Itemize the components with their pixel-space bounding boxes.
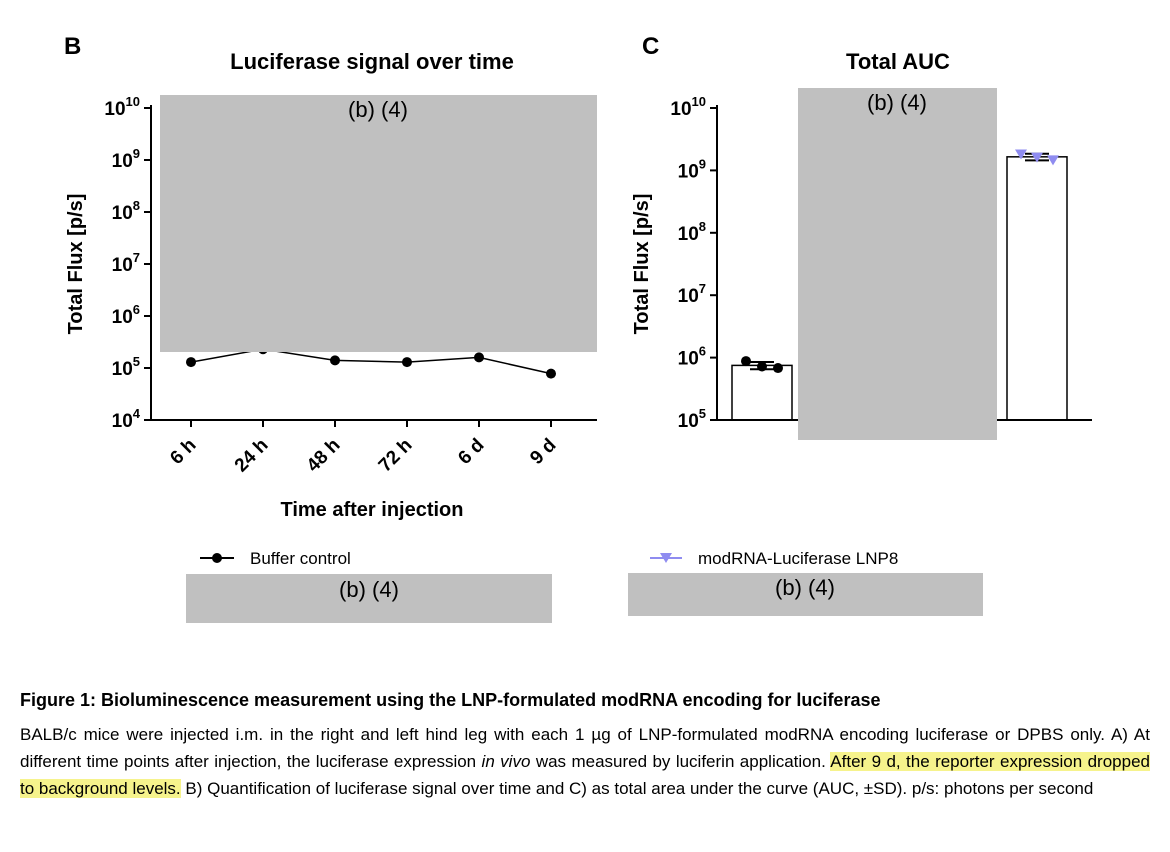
buffer-control-point <box>546 368 556 379</box>
panel-b-xlabel: Time after injection <box>280 499 463 521</box>
luciferase-point <box>1031 152 1043 163</box>
legend-right-redaction-label: (b) (4) <box>775 575 835 600</box>
panel-b-y-ticks: 104 105 106 107 108 109 1010 <box>104 94 151 432</box>
y-tick-label: 108 <box>678 219 706 245</box>
panel-b-title: Luciferase signal over time <box>230 49 514 74</box>
buffer-control-point <box>757 361 767 372</box>
y-tick-label: 1010 <box>670 94 706 120</box>
panel-c-redaction <box>798 88 997 440</box>
buffer-control-point <box>186 357 196 368</box>
y-tick-label: 104 <box>112 406 141 432</box>
auc-bar <box>731 364 793 421</box>
legend-luciferase-label: modRNA-Luciferase LNP8 <box>698 549 898 568</box>
caption-body-part-2: was measured by luciferin application. <box>530 752 831 771</box>
y-tick-label: 108 <box>112 198 140 224</box>
panel-c-redaction-label: (b) (4) <box>867 90 927 115</box>
buffer-control-line <box>190 348 552 375</box>
y-tick-label: 105 <box>112 354 140 380</box>
y-tick-label: 107 <box>678 281 706 307</box>
buffer-control-point <box>330 355 340 366</box>
figure-caption: Figure 1: Bioluminescence measurement us… <box>20 690 1150 802</box>
y-tick-label: 109 <box>678 156 706 182</box>
caption-body-italic: in vivo <box>481 752 531 771</box>
caption-body-part-3: B) Quantification of luciferase signal o… <box>180 779 1094 798</box>
auc-bar <box>1006 156 1068 421</box>
caption-body-part-1: BALB/c mice were injected i.m. in the ri… <box>20 725 1150 771</box>
legend-right-redaction <box>628 573 983 616</box>
luciferase-point <box>1047 155 1059 166</box>
buffer-control-point <box>773 363 783 374</box>
caption-title: Figure 1: Bioluminescence measurement us… <box>20 690 881 710</box>
figure-panels: B Luciferase signal over time Total Flux… <box>64 33 1092 623</box>
y-tick-label: 107 <box>112 250 140 276</box>
legend-buffer-label: Buffer control <box>250 549 351 568</box>
y-tick-label: 105 <box>678 406 706 432</box>
x-tick-label: 6 d <box>454 435 488 469</box>
luciferase-point <box>1015 149 1027 160</box>
legend-buffer-marker <box>212 553 222 563</box>
legend-luciferase-marker <box>660 553 672 563</box>
panel-b-ylabel: Total Flux [p/s] <box>65 194 87 335</box>
y-tick-label: 106 <box>678 344 706 370</box>
panel-c-title: Total AUC <box>846 49 950 74</box>
panel-c-bars <box>731 149 1068 421</box>
y-tick-label: 109 <box>112 146 140 172</box>
panel-b-x-ticks: 6 h 24 h 48 h 72 h 6 d 9 d <box>166 420 561 477</box>
panel-b-redaction <box>160 95 597 352</box>
panel-c-y-ticks: 105 106 107 108 109 1010 <box>670 94 717 432</box>
x-tick-label: 9 d <box>526 435 560 469</box>
panel-b-letter: B <box>64 33 81 60</box>
legend-left-redaction <box>186 574 552 623</box>
panel-b-redaction-label: (b) (4) <box>348 97 408 122</box>
y-tick-label: 1010 <box>104 94 140 120</box>
caption-body: BALB/c mice were injected i.m. in the ri… <box>20 721 1150 802</box>
legend-left-redaction-label: (b) (4) <box>339 577 399 602</box>
buffer-control-point <box>402 357 412 368</box>
buffer-control-point <box>741 356 751 367</box>
panel-c-letter: C <box>642 33 659 60</box>
x-tick-label: 6 h <box>166 435 200 469</box>
legend-luciferase: modRNA-Luciferase LNP8 <box>650 549 898 568</box>
buffer-control-point <box>474 352 484 363</box>
y-tick-label: 106 <box>112 302 140 328</box>
legend-buffer: Buffer control <box>200 549 351 568</box>
panel-c-ylabel: Total Flux [p/s] <box>631 194 653 335</box>
x-tick-label: 48 h <box>303 435 345 477</box>
x-tick-label: 72 h <box>375 435 417 477</box>
x-tick-label: 24 h <box>231 435 273 477</box>
